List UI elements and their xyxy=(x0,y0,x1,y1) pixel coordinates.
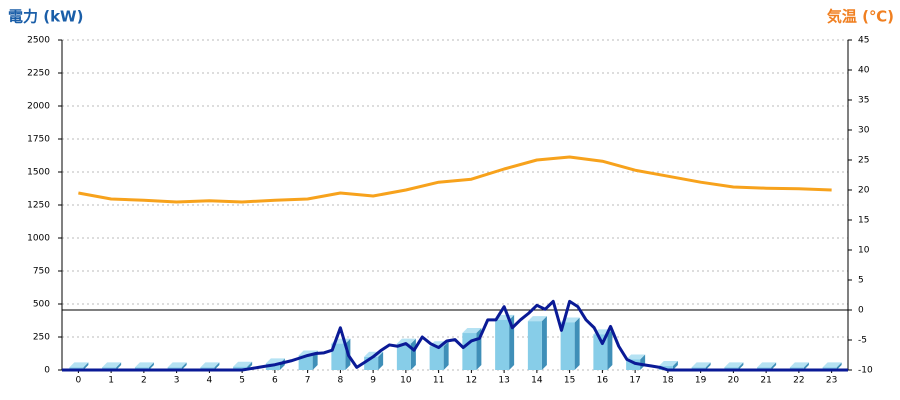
y-tick-label: 750 xyxy=(33,267,50,277)
bar-top xyxy=(134,362,154,368)
bar-side xyxy=(410,338,416,370)
bar xyxy=(495,319,510,370)
bar-side xyxy=(83,362,89,370)
bar xyxy=(560,322,575,370)
x-tick-label: 22 xyxy=(793,376,804,386)
x-tick-label: 3 xyxy=(174,376,180,386)
x-tick-label: 17 xyxy=(629,376,640,386)
bar xyxy=(396,343,411,370)
bar-top xyxy=(757,362,777,368)
bar xyxy=(626,359,641,370)
x-tick-label: 0 xyxy=(76,376,82,386)
y-tick-label: 0 xyxy=(44,366,50,376)
x-tick-label: 11 xyxy=(433,376,444,386)
bar-side xyxy=(803,362,809,370)
y2-tick-label: 35 xyxy=(858,96,869,106)
y-tick-label: 500 xyxy=(33,300,50,310)
x-tick-label: 18 xyxy=(662,376,674,386)
x-tick-label: 13 xyxy=(498,376,509,386)
x-tick-label: 6 xyxy=(272,376,278,386)
y2-tick-label: -5 xyxy=(858,336,867,346)
x-tick-label: 21 xyxy=(760,376,771,386)
x-tick-label: 7 xyxy=(305,376,311,386)
x-tick-label: 19 xyxy=(695,376,707,386)
y2-tick-label: 0 xyxy=(858,306,864,316)
y-tick-label: 2500 xyxy=(27,36,50,46)
bar xyxy=(265,363,280,370)
bar-side xyxy=(116,362,122,370)
bar-top xyxy=(789,362,809,368)
y-tick-label: 1750 xyxy=(27,135,50,145)
y2-tick-label: 30 xyxy=(858,126,870,136)
bar-side xyxy=(738,362,744,370)
y2-tick-label: 20 xyxy=(858,186,870,196)
bar-top xyxy=(626,354,646,360)
x-tick-label: 20 xyxy=(728,376,740,386)
x-tick-label: 1 xyxy=(108,376,114,386)
x-tick-label: 4 xyxy=(207,376,213,386)
x-tick-label: 8 xyxy=(338,376,344,386)
bar-top xyxy=(167,362,187,368)
bar-top xyxy=(69,362,89,368)
y2-tick-label: -10 xyxy=(858,366,873,376)
y2-tick-label: 5 xyxy=(858,276,864,286)
left-axis-title: 電力 (kW) xyxy=(8,8,83,26)
line xyxy=(62,299,848,372)
bar-side xyxy=(181,362,187,370)
bar-side xyxy=(705,362,711,370)
right-axis-title: 気温 (℃) xyxy=(827,8,894,26)
bar-top xyxy=(396,338,416,344)
x-tick-label: 10 xyxy=(400,376,412,386)
bar-side xyxy=(378,351,384,370)
x-tick-label: 2 xyxy=(141,376,147,386)
x-tick-label: 14 xyxy=(531,376,543,386)
bar-top xyxy=(724,362,744,368)
y2-tick-label: 40 xyxy=(858,66,870,76)
bar-top xyxy=(102,362,122,368)
bar-side xyxy=(574,317,580,370)
x-tick-label: 15 xyxy=(564,376,575,386)
bar xyxy=(298,355,313,370)
y-tick-label: 1500 xyxy=(27,168,50,178)
bar-side xyxy=(836,362,842,370)
bar-top xyxy=(658,361,678,367)
bar xyxy=(429,346,444,370)
bar-top xyxy=(691,362,711,368)
y2-tick-label: 45 xyxy=(858,36,869,46)
bar-top xyxy=(462,328,482,334)
bar-side xyxy=(443,341,449,370)
bar xyxy=(233,366,248,370)
y2-tick-label: 10 xyxy=(858,246,870,256)
x-tick-label: 23 xyxy=(826,376,837,386)
y-tick-label: 250 xyxy=(33,333,50,343)
x-tick-label: 16 xyxy=(597,376,609,386)
bar-top xyxy=(527,316,547,322)
bar-side xyxy=(672,361,678,370)
x-tick-label: 12 xyxy=(466,376,477,386)
line xyxy=(78,155,832,204)
y-tick-label: 2000 xyxy=(27,102,50,112)
y2-tick-label: 25 xyxy=(858,156,869,166)
y2-tick-label: 15 xyxy=(858,216,869,226)
bar-side xyxy=(771,362,777,370)
bar-side xyxy=(148,362,154,370)
bar xyxy=(527,321,542,370)
bar-top xyxy=(233,361,253,367)
bar-side xyxy=(607,329,613,370)
y-tick-label: 1000 xyxy=(27,234,50,244)
bar-top xyxy=(200,362,220,368)
x-tick-label: 5 xyxy=(239,376,245,386)
x-tick-label: 9 xyxy=(370,376,376,386)
bar-top xyxy=(822,362,842,368)
y-tick-label: 1250 xyxy=(27,201,50,211)
bar xyxy=(331,343,346,370)
bar xyxy=(462,333,477,370)
bar-side xyxy=(541,316,547,370)
y-tick-label: 2250 xyxy=(27,69,50,79)
bar-side xyxy=(214,362,220,370)
